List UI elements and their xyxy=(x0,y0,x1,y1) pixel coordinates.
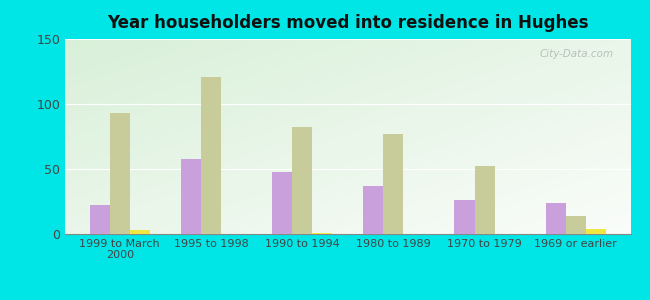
Bar xyxy=(201,77,221,234)
Bar xyxy=(312,233,332,234)
Bar xyxy=(586,229,606,234)
Title: Year householders moved into residence in Hughes: Year householders moved into residence i… xyxy=(107,14,588,32)
Bar xyxy=(566,216,586,234)
Bar xyxy=(546,203,566,234)
Bar xyxy=(272,172,292,234)
Bar xyxy=(363,186,383,234)
Bar xyxy=(384,134,404,234)
Bar xyxy=(130,230,150,234)
Bar xyxy=(90,206,110,234)
Text: City-Data.com: City-Data.com xyxy=(540,49,614,59)
Bar xyxy=(110,113,130,234)
Bar xyxy=(292,128,312,234)
Bar xyxy=(181,159,201,234)
Bar xyxy=(474,167,495,234)
Bar xyxy=(454,200,474,234)
